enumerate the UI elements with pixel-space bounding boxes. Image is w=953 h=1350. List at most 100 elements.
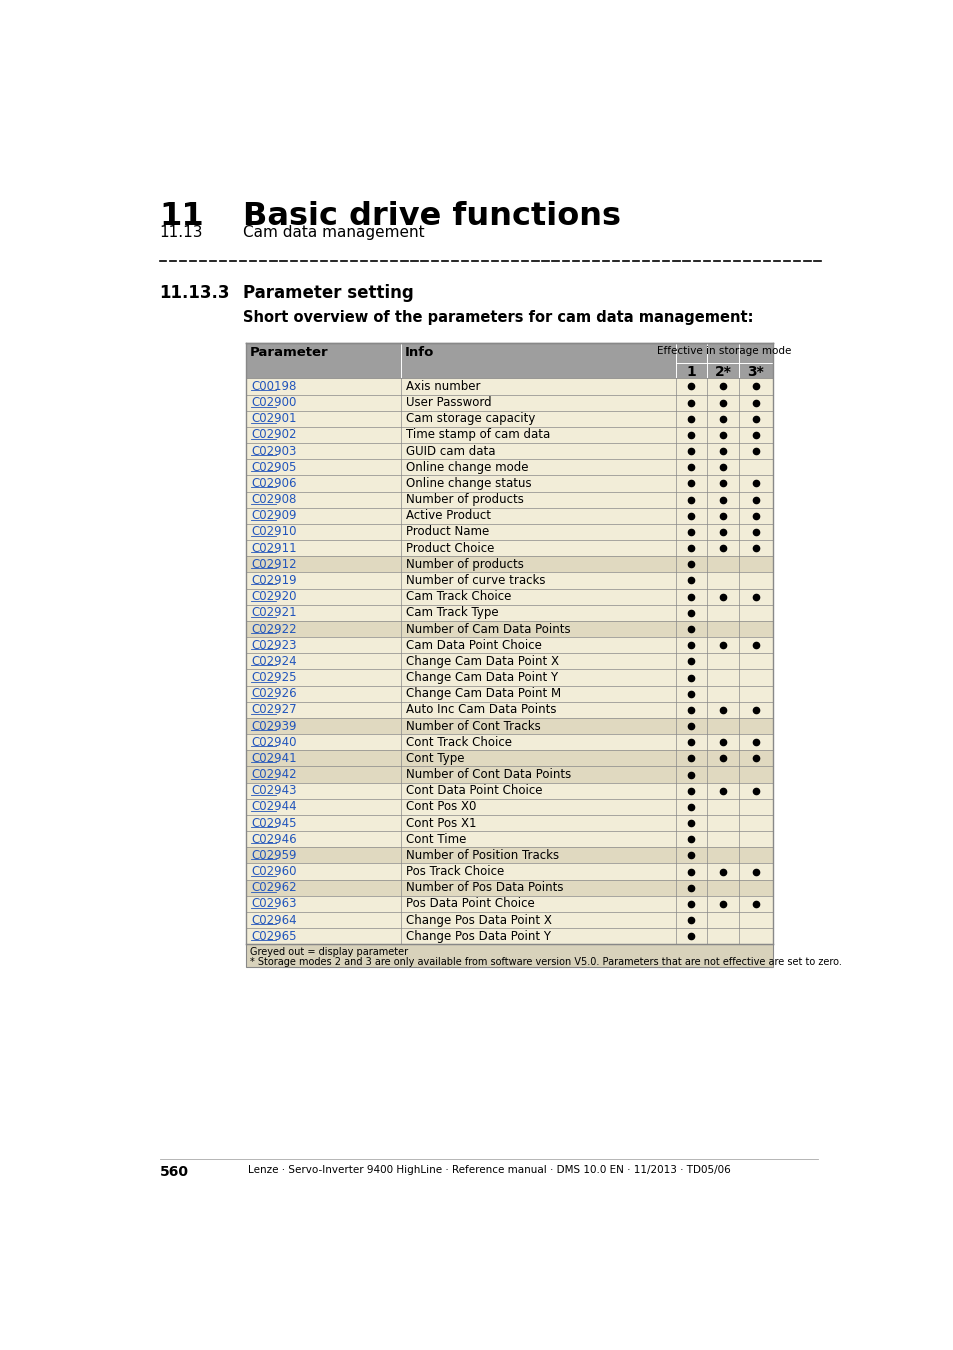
- Bar: [245, 394, 772, 410]
- Text: Cam Track Type: Cam Track Type: [406, 606, 498, 620]
- Text: Change Cam Data Point X: Change Cam Data Point X: [406, 655, 558, 668]
- Text: Change Pos Data Point Y: Change Pos Data Point Y: [406, 930, 551, 942]
- Bar: [245, 540, 772, 556]
- Bar: [245, 783, 772, 799]
- Text: 11.13.3: 11.13.3: [159, 284, 230, 301]
- Bar: [245, 670, 772, 686]
- Bar: [245, 848, 772, 864]
- Bar: [245, 475, 772, 491]
- Bar: [245, 653, 772, 670]
- Text: C02920: C02920: [251, 590, 296, 603]
- Bar: [245, 589, 772, 605]
- Text: C02927: C02927: [251, 703, 296, 717]
- Text: C02906: C02906: [251, 477, 296, 490]
- Text: 11: 11: [159, 201, 204, 231]
- Text: C02903: C02903: [251, 444, 296, 458]
- Text: Cont Time: Cont Time: [406, 833, 466, 845]
- Text: Cont Pos X0: Cont Pos X0: [406, 801, 476, 813]
- Bar: [245, 378, 772, 394]
- Text: C02924: C02924: [251, 655, 296, 668]
- Text: Cont Data Point Choice: Cont Data Point Choice: [406, 784, 542, 798]
- Bar: [245, 410, 772, 427]
- Text: C02926: C02926: [251, 687, 296, 701]
- Text: Product Choice: Product Choice: [406, 541, 494, 555]
- Text: Cam Track Choice: Cam Track Choice: [406, 590, 511, 603]
- Text: C02960: C02960: [251, 865, 296, 878]
- Text: C02940: C02940: [251, 736, 296, 749]
- Text: C02923: C02923: [251, 639, 296, 652]
- Bar: [245, 556, 772, 572]
- Text: C02943: C02943: [251, 784, 296, 798]
- Text: Cam Data Point Choice: Cam Data Point Choice: [406, 639, 541, 652]
- Text: C02946: C02946: [251, 833, 296, 845]
- Bar: [245, 621, 772, 637]
- Text: Cam data management: Cam data management: [243, 225, 424, 240]
- Bar: [245, 832, 772, 848]
- Text: Online change status: Online change status: [406, 477, 531, 490]
- Text: C02900: C02900: [251, 396, 296, 409]
- Text: Cont Track Choice: Cont Track Choice: [406, 736, 512, 749]
- Bar: [245, 686, 772, 702]
- Text: C02962: C02962: [251, 882, 296, 894]
- Bar: [245, 767, 772, 783]
- Bar: [245, 427, 772, 443]
- Text: Pos Data Point Choice: Pos Data Point Choice: [406, 898, 535, 910]
- Bar: [245, 572, 772, 589]
- Text: User Password: User Password: [406, 396, 491, 409]
- Text: C02942: C02942: [251, 768, 296, 782]
- Text: Axis number: Axis number: [406, 379, 480, 393]
- Bar: [245, 605, 772, 621]
- Text: Number of Cont Data Points: Number of Cont Data Points: [406, 768, 571, 782]
- Bar: [245, 459, 772, 475]
- Text: Parameter: Parameter: [250, 346, 329, 359]
- Text: 2*: 2*: [714, 364, 731, 378]
- Text: Number of Cam Data Points: Number of Cam Data Points: [406, 622, 570, 636]
- Bar: [245, 913, 772, 929]
- Text: Lenze · Servo-Inverter 9400 HighLine · Reference manual · DMS 10.0 EN · 11/2013 : Lenze · Servo-Inverter 9400 HighLine · R…: [247, 1165, 730, 1176]
- Bar: [245, 343, 772, 378]
- Text: Number of curve tracks: Number of curve tracks: [406, 574, 545, 587]
- Text: 560: 560: [159, 1165, 189, 1180]
- Text: C02959: C02959: [251, 849, 296, 861]
- Text: C02911: C02911: [251, 541, 296, 555]
- Text: Info: Info: [405, 346, 435, 359]
- Text: C02925: C02925: [251, 671, 296, 684]
- Text: C02945: C02945: [251, 817, 296, 829]
- Text: Basic drive functions: Basic drive functions: [243, 201, 620, 231]
- Bar: [245, 929, 772, 944]
- Text: C02944: C02944: [251, 801, 296, 813]
- Bar: [245, 718, 772, 734]
- Text: 11.13: 11.13: [159, 225, 203, 240]
- Text: C02901: C02901: [251, 412, 296, 425]
- Text: C00198: C00198: [251, 379, 296, 393]
- Text: Short overview of the parameters for cam data management:: Short overview of the parameters for cam…: [243, 310, 753, 325]
- Text: Number of products: Number of products: [406, 558, 523, 571]
- Text: C02921: C02921: [251, 606, 296, 620]
- Bar: [245, 508, 772, 524]
- Text: Pos Track Choice: Pos Track Choice: [406, 865, 504, 878]
- Text: C02922: C02922: [251, 622, 296, 636]
- Text: C02908: C02908: [251, 493, 296, 506]
- Text: 3*: 3*: [747, 364, 763, 378]
- Text: Number of products: Number of products: [406, 493, 523, 506]
- Text: C02964: C02964: [251, 914, 296, 926]
- Text: Product Name: Product Name: [406, 525, 489, 539]
- Text: C02939: C02939: [251, 720, 296, 733]
- Bar: [245, 702, 772, 718]
- Text: C02910: C02910: [251, 525, 296, 539]
- Bar: [245, 896, 772, 913]
- Text: Parameter setting: Parameter setting: [243, 284, 414, 301]
- Bar: [245, 524, 772, 540]
- Bar: [245, 799, 772, 815]
- Text: C02905: C02905: [251, 460, 296, 474]
- Bar: [245, 944, 772, 968]
- Text: Cam storage capacity: Cam storage capacity: [406, 412, 535, 425]
- Text: * Storage modes 2 and 3 are only available from software version V5.0. Parameter: * Storage modes 2 and 3 are only availab…: [250, 957, 841, 967]
- Text: 1: 1: [685, 364, 696, 378]
- Bar: [245, 815, 772, 832]
- Text: Auto Inc Cam Data Points: Auto Inc Cam Data Points: [406, 703, 556, 717]
- Text: Active Product: Active Product: [406, 509, 491, 522]
- Text: GUID cam data: GUID cam data: [406, 444, 495, 458]
- Text: Greyed out = display parameter: Greyed out = display parameter: [250, 948, 408, 957]
- Bar: [245, 491, 772, 508]
